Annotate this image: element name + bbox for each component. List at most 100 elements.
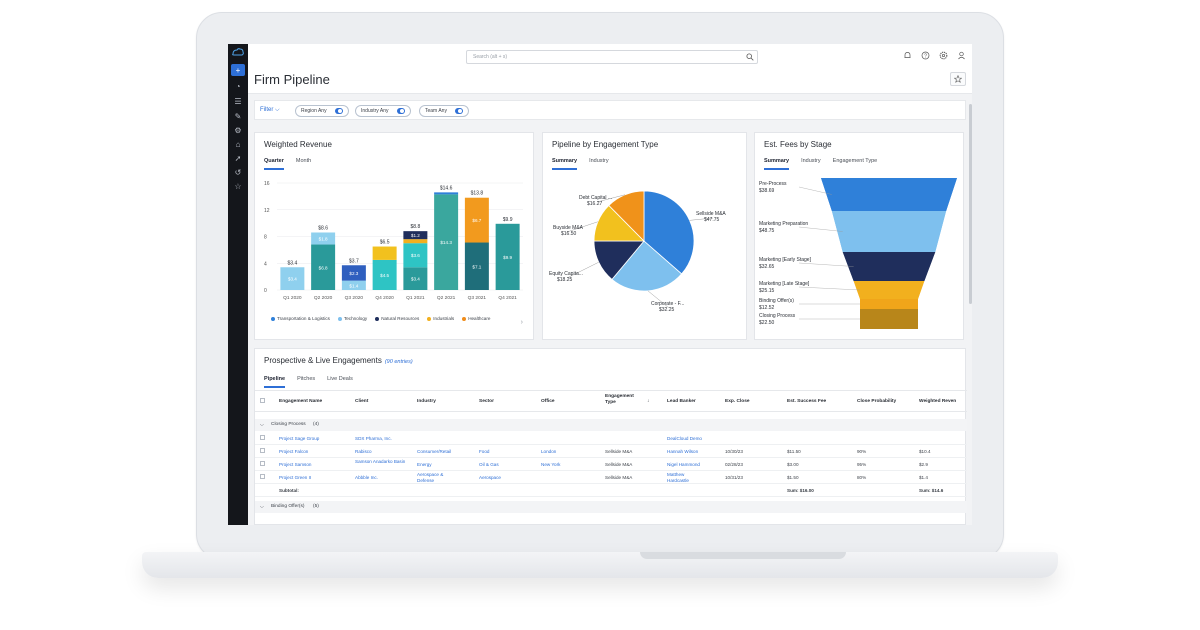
bell-icon[interactable] xyxy=(903,51,912,60)
pie-slice-name: Sellside M&A xyxy=(696,211,726,217)
cell-client[interactable]: Rabisco xyxy=(355,449,372,454)
tab-pipeline[interactable]: Pipeline xyxy=(264,376,286,388)
cell-engagement-name[interactable]: Project Samson xyxy=(279,462,312,467)
col-lead-banker[interactable]: Lead Banker xyxy=(667,399,696,404)
row-checkbox[interactable] xyxy=(260,474,265,479)
nav-rocket-icon[interactable]: ➚ xyxy=(234,153,242,163)
nav-tag-icon[interactable]: ⌂ xyxy=(235,139,241,149)
toggle-icon[interactable] xyxy=(454,108,463,114)
col-engagement-name[interactable]: Engagement Name xyxy=(279,399,323,404)
table-row[interactable]: Project Falcon Rabisco Consumer/Retail F… xyxy=(255,445,967,458)
search-input[interactable]: Search (alt + s) xyxy=(466,50,758,64)
row-checkbox[interactable] xyxy=(260,435,265,440)
cell-lead-banker[interactable]: Hannah Wilson xyxy=(667,449,699,454)
bar-total-label: $3.7 xyxy=(349,258,359,264)
cell-engagement-name[interactable]: Project Sage Group xyxy=(279,436,320,441)
bar-segment xyxy=(311,244,336,290)
cell-engagement-name[interactable]: Project Falcon xyxy=(279,449,309,454)
cell-sector[interactable]: Food xyxy=(479,449,490,454)
chevron-down-icon[interactable]: ⌵ xyxy=(260,423,264,428)
page-scrollbar[interactable] xyxy=(969,104,972,304)
chevron-down-icon[interactable]: ⌵ xyxy=(260,505,264,510)
tab-industry[interactable]: Industry xyxy=(589,158,609,164)
user-icon[interactable] xyxy=(957,51,966,60)
filter-chip-region[interactable]: Region Any xyxy=(295,105,349,117)
weighted-revenue-bar-chart: 16 12 8 4 0 $3.4 $3.4 Q1 2020 $6.8 $1.8 $8.6 Q2 202… xyxy=(264,181,523,301)
tab-live-deals[interactable]: Live Deals xyxy=(327,376,353,382)
search-icon[interactable] xyxy=(746,53,754,61)
cell-office[interactable]: New York xyxy=(541,462,561,467)
cell-lead-banker[interactable]: Nigel Hammond xyxy=(667,462,700,467)
help-icon[interactable]: ? xyxy=(921,51,930,60)
col-weighted-revenue[interactable]: Weighted Reven xyxy=(919,399,957,404)
nav-history-icon[interactable]: ↺ xyxy=(234,167,242,177)
nav-settings-icon[interactable]: ⚙ xyxy=(234,125,242,135)
nav-list-icon[interactable]: ☰ xyxy=(234,96,242,106)
cell-client[interactable]: Samson Anadarko Basin xyxy=(355,459,406,464)
tab-summary[interactable]: Summary xyxy=(764,158,790,170)
cell-client[interactable]: SDX Pharma, Inc. xyxy=(355,436,392,441)
tab-summary[interactable]: Summary xyxy=(552,158,578,170)
subtotal-weighted: Sum: $14.6 xyxy=(919,488,944,493)
cell-industry[interactable]: Aerospace & Defense xyxy=(417,472,444,483)
filter-toggle[interactable]: Filter ⌵ xyxy=(260,107,280,114)
x-tick-label: Q1 2021 xyxy=(406,295,425,301)
toggle-icon[interactable] xyxy=(396,108,405,114)
col-office[interactable]: Office xyxy=(541,399,555,404)
funnel-stage-value: $25.15 xyxy=(759,288,775,294)
cell-lead-banker[interactable]: DealCloud Demo xyxy=(667,436,702,441)
nav-favorites-icon[interactable]: ☆ xyxy=(234,181,242,191)
funnel-stage-name: Closing Process xyxy=(759,313,796,319)
col-close-probability[interactable]: Close Probability xyxy=(857,399,897,404)
nav-add-icon[interactable]: + xyxy=(231,64,245,76)
weighted-revenue-legend: Transportation & Logistics Technology Na… xyxy=(271,316,490,321)
chevron-right-icon[interactable]: › xyxy=(520,319,523,326)
legend-swatch xyxy=(462,316,467,321)
tab-engagement-type[interactable]: Engagement Type xyxy=(832,158,878,164)
col-est-success-fee[interactable]: Est. Success Fee xyxy=(787,399,827,404)
cell-client[interactable]: Abbble Inc. xyxy=(355,475,378,480)
sort-desc-icon[interactable]: ↓ xyxy=(647,399,650,404)
subtotal-fee: Sum: $16.00 xyxy=(787,488,814,493)
tab-industry[interactable]: Industry xyxy=(801,158,821,164)
table-row[interactable]: Project Green II Abbble Inc. Aerospace &… xyxy=(255,471,967,484)
tab-month[interactable]: Month xyxy=(295,158,312,164)
favorite-button[interactable] xyxy=(950,72,966,86)
settings-gear-icon[interactable] xyxy=(939,51,948,60)
col-sector[interactable]: Sector xyxy=(479,399,494,404)
nav-dashboard-icon[interactable]: ◔ xyxy=(235,81,241,91)
tab-pitches[interactable]: Pitches xyxy=(297,376,316,382)
col-engagement-type[interactable]: Engagement Type xyxy=(605,394,634,405)
table-row[interactable]: Project Sage Group SDX Pharma, Inc. Deal… xyxy=(255,432,967,445)
cell-office[interactable]: London xyxy=(541,449,557,454)
filter-chip-industry[interactable]: Industry Any xyxy=(355,105,411,117)
bar-segment xyxy=(403,267,428,290)
legend-swatch xyxy=(337,316,342,321)
nav-tools-icon[interactable]: ✎ xyxy=(234,111,242,121)
group-row-binding-offers[interactable]: ⌵ Binding Offer(s) (5) xyxy=(255,501,967,513)
cell-sector[interactable]: Oil & Gas xyxy=(479,462,499,467)
cell-engagement-name[interactable]: Project Green II xyxy=(279,475,312,480)
filter-chip-team[interactable]: Team Any xyxy=(419,105,469,117)
x-tick-label: Q4 2021 xyxy=(498,295,517,301)
filter-bar: Filter ⌵ Region Any Industry Any Team An… xyxy=(254,100,966,120)
bar-segment xyxy=(372,259,397,290)
select-all-checkbox[interactable] xyxy=(260,398,265,403)
tab-quarter[interactable]: Quarter xyxy=(264,158,284,170)
row-checkbox[interactable] xyxy=(260,461,265,466)
col-industry[interactable]: Industry xyxy=(417,399,436,404)
bar-segment xyxy=(280,267,305,290)
col-exp-close[interactable]: Exp. Close xyxy=(725,399,750,404)
cell-lead-banker[interactable]: Matthew Hardcastle xyxy=(667,472,689,483)
cell-industry[interactable]: Consumer/Retail xyxy=(417,449,452,454)
table-row[interactable]: Project Samson Samson Anadarko Basin Ene… xyxy=(255,458,967,471)
group-row-closing-process[interactable]: ⌵ Closing Process (4) xyxy=(255,419,967,431)
est-fees-title: Est. Fees by Stage xyxy=(764,140,832,149)
col-client[interactable]: Client xyxy=(355,399,369,404)
est-fees-card: Est. Fees by Stage Summary Industry Enga… xyxy=(754,132,964,340)
brand-logo-icon xyxy=(232,48,244,56)
toggle-icon[interactable] xyxy=(334,108,343,114)
cell-sector[interactable]: Aerospace xyxy=(479,475,501,480)
cell-industry[interactable]: Energy xyxy=(417,462,432,467)
row-checkbox[interactable] xyxy=(260,448,265,453)
